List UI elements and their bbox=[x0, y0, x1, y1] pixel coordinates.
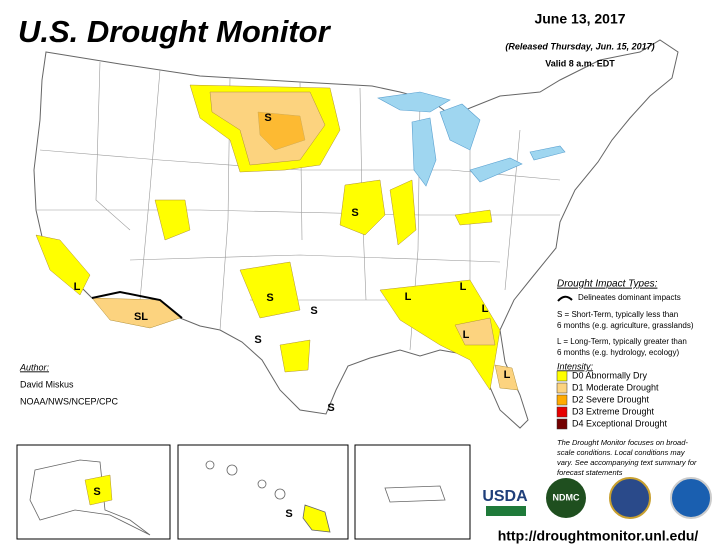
note: The Drought Monitor focuses on broad-sca… bbox=[557, 438, 697, 477]
d2-area bbox=[257, 111, 306, 151]
impact-line-symbol bbox=[557, 295, 573, 302]
map-label: S bbox=[264, 112, 271, 124]
drought-areas bbox=[35, 84, 519, 391]
intensity-swatch bbox=[556, 382, 568, 394]
map-label: L bbox=[504, 369, 511, 381]
impact-short: S = Short-Term, typically less than bbox=[557, 310, 678, 319]
intensity-swatch bbox=[556, 394, 568, 406]
release-date: (Released Thursday, Jun. 15, 2017) bbox=[505, 41, 654, 51]
intensity-title: Intensity: bbox=[557, 361, 594, 371]
note-line: forecast statements bbox=[557, 468, 623, 477]
logo-ndmc: NDMC bbox=[553, 492, 580, 502]
d1-area bbox=[494, 364, 519, 391]
map-label: SL bbox=[134, 311, 148, 323]
d0-area bbox=[379, 279, 501, 391]
intensity-label: D2 Severe Drought bbox=[572, 394, 650, 404]
map-label: S bbox=[254, 334, 261, 346]
d1-area bbox=[91, 297, 181, 329]
map-label: S bbox=[285, 508, 292, 520]
map-label: L bbox=[74, 281, 81, 293]
map-label: S bbox=[310, 305, 317, 317]
author-org: NOAA/NWS/NCEP/CPC bbox=[20, 396, 119, 406]
map-label: L bbox=[482, 303, 489, 315]
d0-area bbox=[154, 199, 191, 241]
logo-usda: USDA bbox=[482, 488, 528, 505]
impact-long: L = Long-Term, typically greater than bbox=[557, 337, 687, 346]
impact-title: Drought Impact Types: bbox=[557, 279, 658, 290]
map-label: L bbox=[405, 291, 412, 303]
intensity-label: D4 Exceptional Drought bbox=[572, 418, 668, 428]
map-label: S bbox=[93, 486, 100, 498]
ndmc-logo bbox=[546, 478, 586, 518]
d1-area bbox=[454, 317, 496, 346]
intensity-swatch bbox=[556, 370, 568, 382]
d0-area bbox=[35, 234, 91, 296]
doc-logo bbox=[609, 477, 651, 519]
intensity-legend: D0 Abnormally Dry D1 Moderate Drought D2 S… bbox=[556, 370, 668, 430]
d0-area bbox=[239, 261, 301, 319]
d0-area bbox=[84, 474, 113, 506]
d0-area bbox=[454, 209, 493, 226]
d0-area bbox=[279, 339, 311, 373]
date: June 13, 2017 bbox=[534, 11, 625, 27]
intensity-swatch bbox=[556, 406, 568, 418]
intensity-swatch bbox=[556, 418, 568, 430]
map-label: L bbox=[463, 329, 470, 341]
usda-bar bbox=[486, 506, 526, 516]
impact-long: 6 months (e.g. hydrology, ecology) bbox=[557, 348, 679, 357]
us-outline bbox=[33, 39, 679, 429]
puerto-rico-outline bbox=[384, 485, 446, 503]
noaa-logo bbox=[670, 477, 712, 519]
d0-area bbox=[339, 179, 386, 236]
note-line: vary. See accompanying text summary for bbox=[557, 458, 697, 467]
great-lakes bbox=[377, 91, 566, 187]
intensity-label: D1 Moderate Drought bbox=[572, 382, 659, 392]
note-line: scale conditions. Local conditions may bbox=[557, 448, 686, 457]
map-label: S bbox=[351, 207, 358, 219]
author-title: Author: bbox=[19, 362, 50, 372]
impact-short: 6 months (e.g. agriculture, grasslands) bbox=[557, 321, 694, 330]
author-name: David Miskus bbox=[20, 379, 74, 389]
hawaii-islands bbox=[205, 460, 331, 533]
url[interactable]: http://droughtmonitor.unl.edu/ bbox=[498, 528, 699, 544]
dominant-impact-line bbox=[91, 290, 183, 319]
valid-time: Valid 8 a.m. EDT bbox=[545, 58, 615, 68]
map-label: S bbox=[327, 402, 334, 414]
impact-dominant: Delineates dominant impacts bbox=[578, 293, 681, 302]
map-label: L bbox=[460, 281, 467, 293]
intensity-label: D3 Extreme Drought bbox=[572, 406, 655, 416]
intensity-label: D0 Abnormally Dry bbox=[572, 370, 648, 380]
d0-area bbox=[389, 179, 417, 246]
title: U.S. Drought Monitor bbox=[18, 14, 332, 49]
map-label: S bbox=[266, 292, 273, 304]
note-line: The Drought Monitor focuses on broad- bbox=[557, 438, 688, 447]
